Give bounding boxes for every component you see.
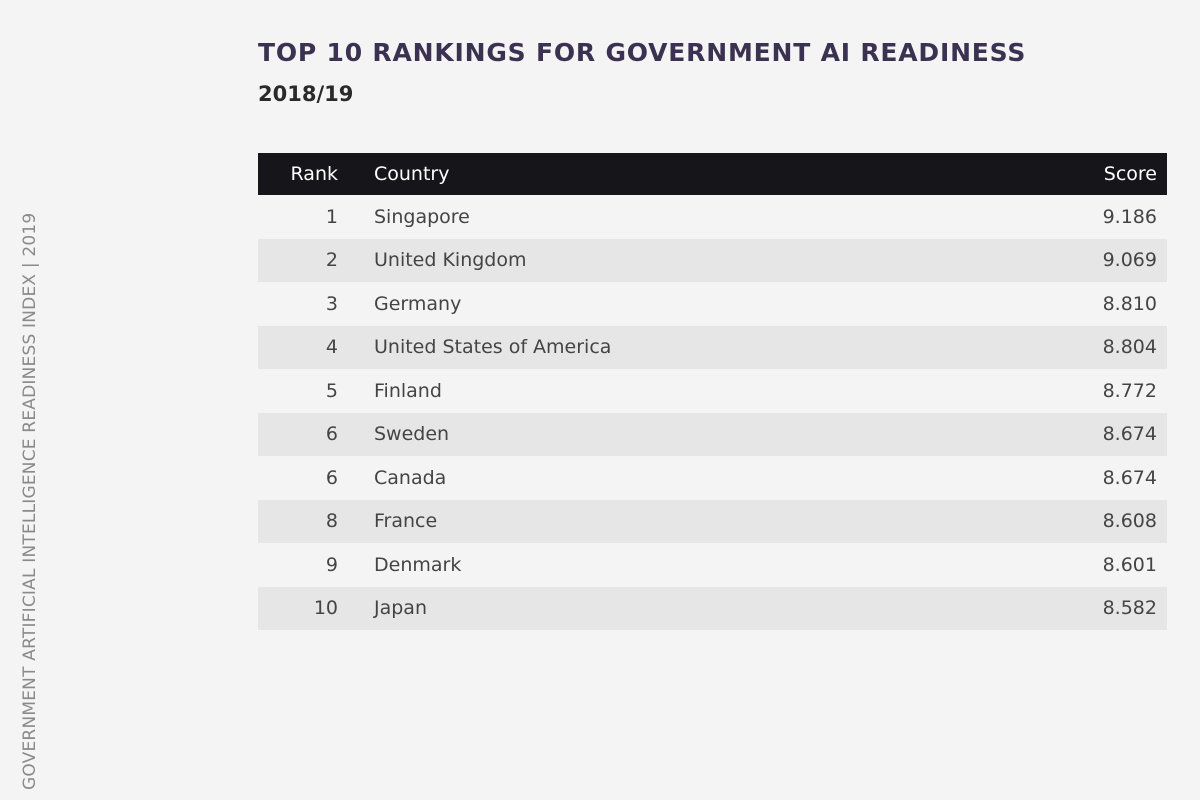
- table-cell: 9: [325, 553, 338, 576]
- table-cell: 8.810: [1102, 292, 1157, 315]
- table-cell: 1: [325, 205, 338, 228]
- rankings-table: Rank Country Score 1 Singapore 9.186 2 United …: [258, 153, 1167, 630]
- table-row: 10 Japan 8.582: [258, 586, 1167, 630]
- table-cell: United Kingdom: [374, 238, 998, 282]
- table-cell: 5: [325, 379, 338, 402]
- table-cell: 9.069: [997, 238, 1167, 282]
- table-body: 1 Singapore 9.186 2 United Kingdom 9.069 3 Germ…: [258, 195, 1167, 630]
- table-cell: 8.804: [997, 325, 1167, 369]
- table-cell: 6: [258, 412, 374, 456]
- table-cell: 8.674: [1102, 466, 1157, 489]
- table-cell: 2: [258, 238, 374, 282]
- table-row: 4 United States of America 8.804: [258, 325, 1167, 369]
- table-cell: 8.772: [1102, 379, 1157, 402]
- table-cell: Finland: [374, 379, 442, 402]
- column-header: Country: [374, 153, 998, 195]
- side-label: GOVERNMENT ARTIFICIAL INTELLIGENCE READI…: [20, 212, 40, 790]
- table-cell: Singapore: [374, 205, 470, 228]
- table-row: 8 France 8.608: [258, 499, 1167, 543]
- table-cell: 4: [258, 325, 374, 369]
- table-cell: 8.601: [1102, 553, 1157, 576]
- subtitle: 2018/19: [258, 82, 354, 106]
- table-cell: 8.608: [997, 499, 1167, 543]
- table-cell: 8.674: [997, 412, 1167, 456]
- table-cell: 6: [325, 466, 338, 489]
- table-cell: 8: [258, 499, 374, 543]
- table-cell: United States of America: [374, 325, 998, 369]
- table-cell: Japan: [374, 586, 998, 630]
- table-cell: 9.186: [1102, 205, 1157, 228]
- table-cell: Denmark: [374, 553, 462, 576]
- table-cell: Germany: [374, 292, 462, 315]
- title: TOP 10 RANKINGS FOR GOVERNMENT AI READIN…: [258, 38, 1027, 67]
- table-row: 6 Canada 8.674: [258, 456, 1167, 500]
- table-cell: 10: [258, 586, 374, 630]
- table-row: 6 Sweden 8.674: [258, 412, 1167, 456]
- table-row: 3 Germany 8.810: [258, 282, 1167, 326]
- table-cell: Canada: [374, 466, 447, 489]
- table-row: 2 United Kingdom 9.069: [258, 238, 1167, 282]
- table-row: 1 Singapore 9.186: [258, 195, 1167, 239]
- table-cell: Sweden: [374, 412, 998, 456]
- table-row: 5 Finland 8.772: [258, 369, 1167, 413]
- table-cell: 3: [325, 292, 338, 315]
- header-row: Rank Country Score: [258, 153, 1167, 195]
- table-cell: 8.582: [997, 586, 1167, 630]
- column-header: Rank: [258, 153, 374, 195]
- table-row: 9 Denmark 8.601: [258, 543, 1167, 587]
- column-header: Score: [997, 153, 1167, 195]
- table-cell: France: [374, 499, 998, 543]
